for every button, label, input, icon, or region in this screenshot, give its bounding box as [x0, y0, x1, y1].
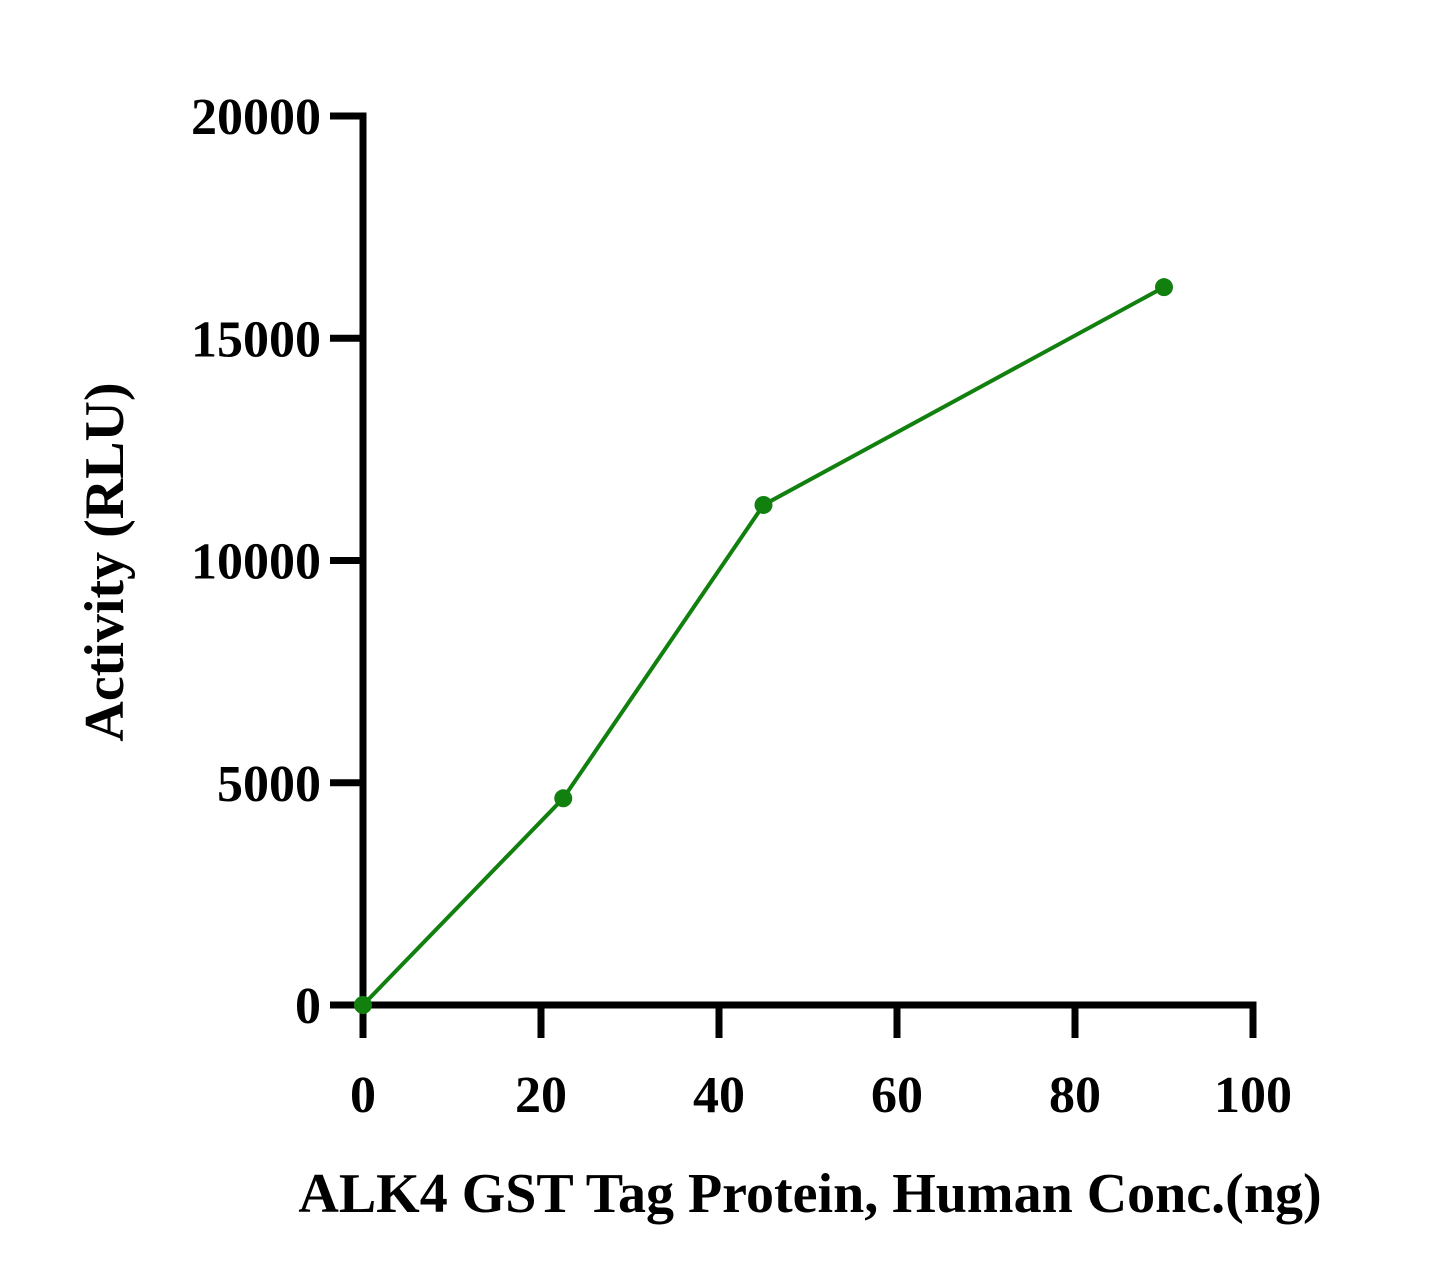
x-tick-label: 60	[871, 1067, 923, 1124]
data-point	[554, 789, 573, 808]
x-axis-ticks: 0 20 40 60 80 100	[350, 1005, 1292, 1124]
y-tick-label: 20000	[191, 89, 321, 146]
y-axis-ticks: 0 5000 10000 15000 20000	[191, 89, 363, 1035]
data-point	[1155, 278, 1173, 297]
y-tick-label: 5000	[217, 756, 321, 813]
data-point	[354, 996, 372, 1014]
series-line	[361, 285, 1165, 1007]
x-tick-label: 0	[350, 1067, 376, 1124]
y-tick-label: 15000	[191, 311, 321, 368]
axes	[359, 112, 1257, 1009]
y-tick-label: 0	[295, 978, 321, 1035]
x-tick-label: 40	[693, 1067, 745, 1124]
series-layer	[354, 278, 1173, 1014]
x-tick-label: 80	[1049, 1067, 1101, 1124]
x-tick-label: 100	[1214, 1067, 1292, 1124]
y-axis-title: Activity (RLU)	[74, 382, 136, 741]
x-tick-label: 20	[515, 1067, 567, 1124]
data-point	[754, 495, 773, 514]
x-axis-title: ALK4 GST Tag Protein, Human Conc.(ng)	[298, 1163, 1321, 1225]
y-tick-label: 10000	[191, 534, 321, 591]
